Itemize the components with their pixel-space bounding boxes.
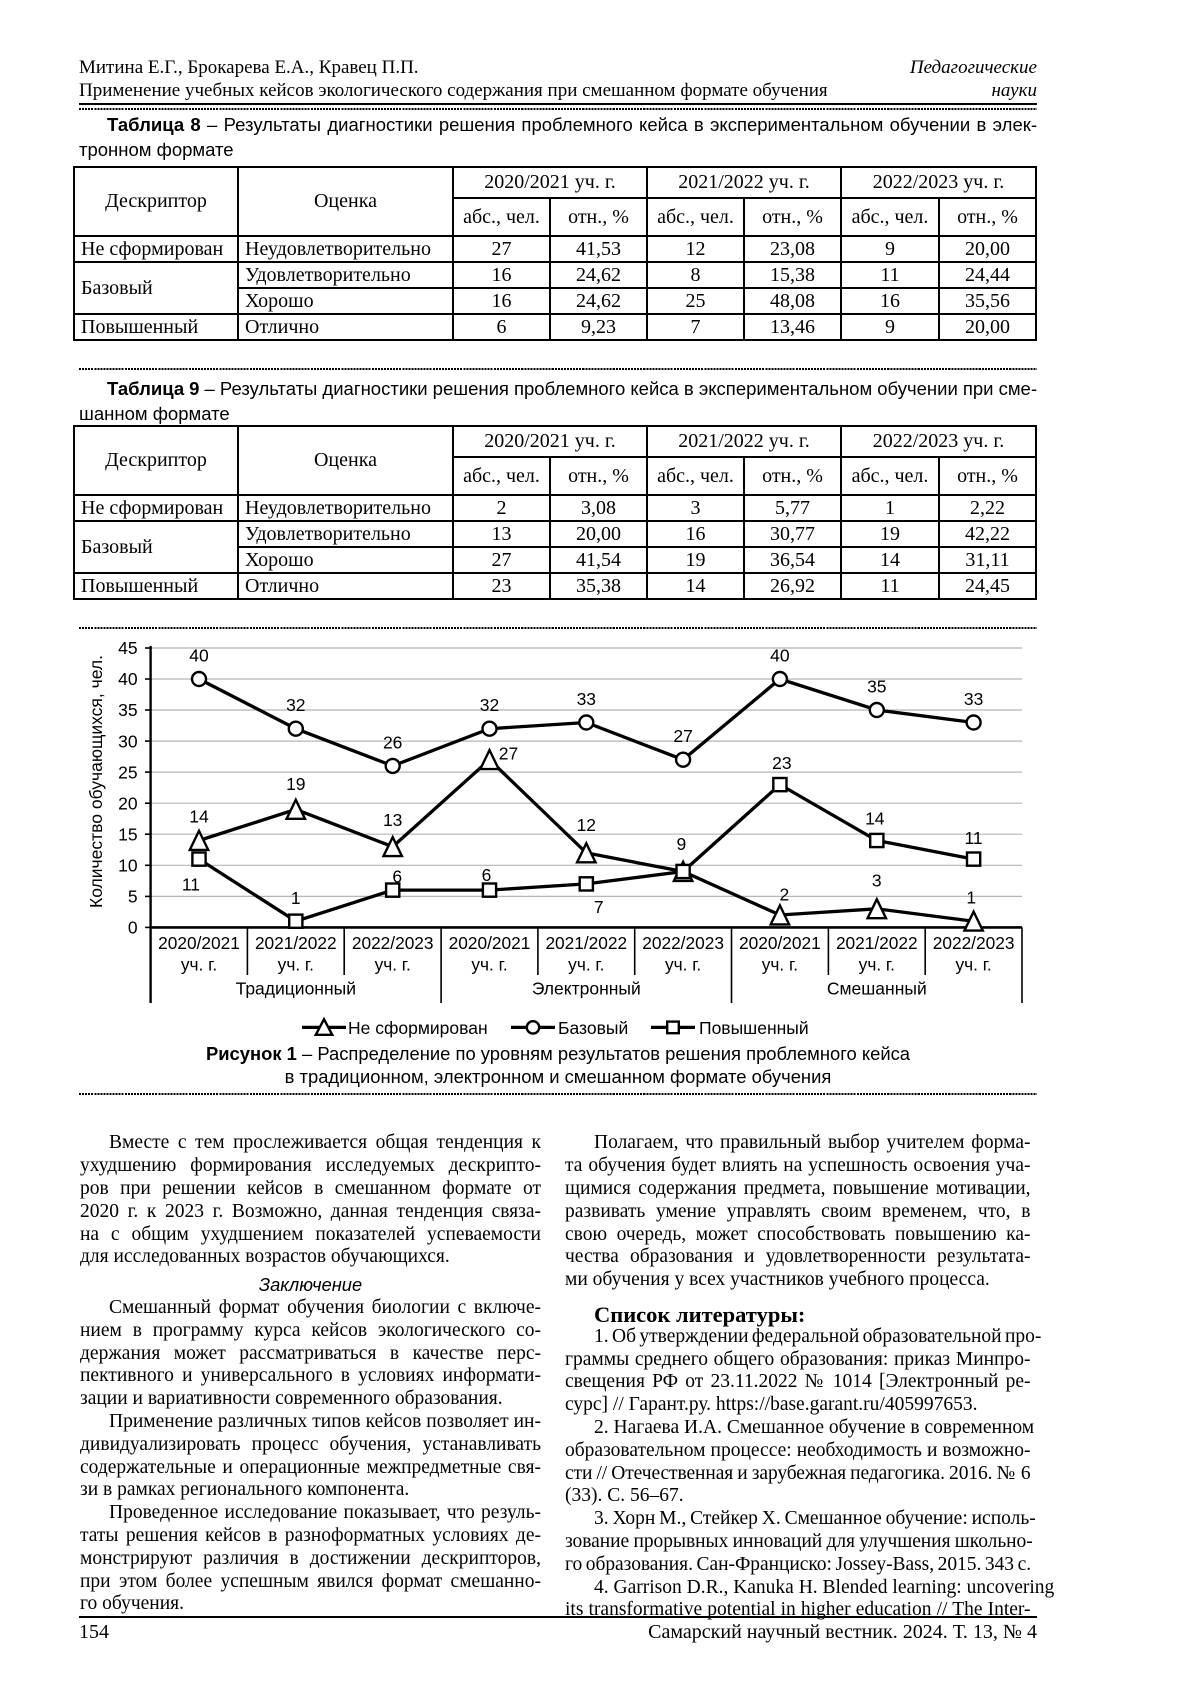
svg-text:27: 27 — [499, 743, 518, 763]
svg-text:20: 20 — [118, 793, 138, 813]
svg-text:11: 11 — [965, 828, 983, 848]
svg-text:27: 27 — [673, 726, 692, 746]
svg-text:2021/2022: 2021/2022 — [836, 933, 918, 953]
svg-text:7: 7 — [594, 897, 604, 917]
svg-text:14: 14 — [865, 809, 885, 829]
svg-text:уч. г.: уч. г. — [762, 955, 798, 975]
svg-text:26: 26 — [383, 732, 402, 752]
svg-text:3: 3 — [872, 871, 882, 891]
svg-text:32: 32 — [286, 695, 305, 715]
svg-text:2: 2 — [780, 885, 790, 905]
svg-text:Базовый: Базовый — [558, 1018, 628, 1038]
svg-text:Электронный: Электронный — [532, 979, 641, 999]
svg-text:5: 5 — [128, 887, 138, 907]
svg-text:уч. г.: уч. г. — [955, 955, 991, 975]
svg-text:Традиционный: Традиционный — [236, 979, 356, 999]
svg-text:33: 33 — [577, 689, 596, 709]
svg-text:2020/2021: 2020/2021 — [739, 933, 821, 953]
svg-text:2021/2022: 2021/2022 — [545, 933, 627, 953]
svg-text:13: 13 — [383, 810, 402, 830]
svg-text:15: 15 — [118, 825, 137, 845]
svg-text:уч. г.: уч. г. — [375, 955, 411, 975]
svg-text:40: 40 — [118, 669, 138, 689]
svg-text:10: 10 — [118, 856, 138, 876]
svg-text:30: 30 — [118, 731, 138, 751]
svg-text:2021/2022: 2021/2022 — [255, 933, 337, 953]
svg-text:14: 14 — [189, 807, 209, 827]
svg-text:23: 23 — [772, 753, 791, 773]
svg-text:2022/2023: 2022/2023 — [642, 933, 724, 953]
svg-text:уч. г.: уч. г. — [278, 955, 314, 975]
svg-text:32: 32 — [480, 695, 499, 715]
svg-text:уч. г.: уч. г. — [859, 955, 895, 975]
svg-text:уч. г.: уч. г. — [471, 955, 507, 975]
svg-text:40: 40 — [189, 646, 209, 666]
svg-text:40: 40 — [770, 646, 790, 666]
svg-text:6: 6 — [482, 865, 492, 885]
svg-text:Повышенный: Повышенный — [699, 1018, 809, 1038]
svg-text:2020/2021: 2020/2021 — [158, 933, 240, 953]
svg-text:35: 35 — [867, 677, 886, 697]
svg-text:0: 0 — [128, 918, 138, 938]
svg-text:6: 6 — [392, 866, 402, 886]
svg-text:1: 1 — [966, 887, 976, 907]
svg-text:Смешанный: Смешанный — [827, 979, 927, 999]
svg-text:уч. г.: уч. г. — [181, 955, 217, 975]
svg-text:уч. г.: уч. г. — [665, 955, 701, 975]
svg-text:уч. г.: уч. г. — [568, 955, 604, 975]
svg-text:Количество обучающихся, чел.: Количество обучающихся, чел. — [86, 655, 106, 908]
svg-text:45: 45 — [118, 638, 137, 658]
svg-text:33: 33 — [964, 689, 983, 709]
svg-text:9: 9 — [677, 834, 687, 854]
svg-text:19: 19 — [286, 774, 305, 794]
svg-text:12: 12 — [577, 815, 596, 835]
svg-text:2022/2023: 2022/2023 — [933, 933, 1015, 953]
svg-text:1: 1 — [291, 888, 301, 908]
svg-text:11: 11 — [182, 875, 200, 895]
svg-text:2022/2023: 2022/2023 — [352, 933, 434, 953]
svg-text:35: 35 — [118, 700, 137, 720]
svg-text:25: 25 — [118, 762, 137, 782]
svg-text:Не сформирован: Не сформирован — [348, 1018, 488, 1038]
svg-text:2020/2021: 2020/2021 — [449, 933, 531, 953]
